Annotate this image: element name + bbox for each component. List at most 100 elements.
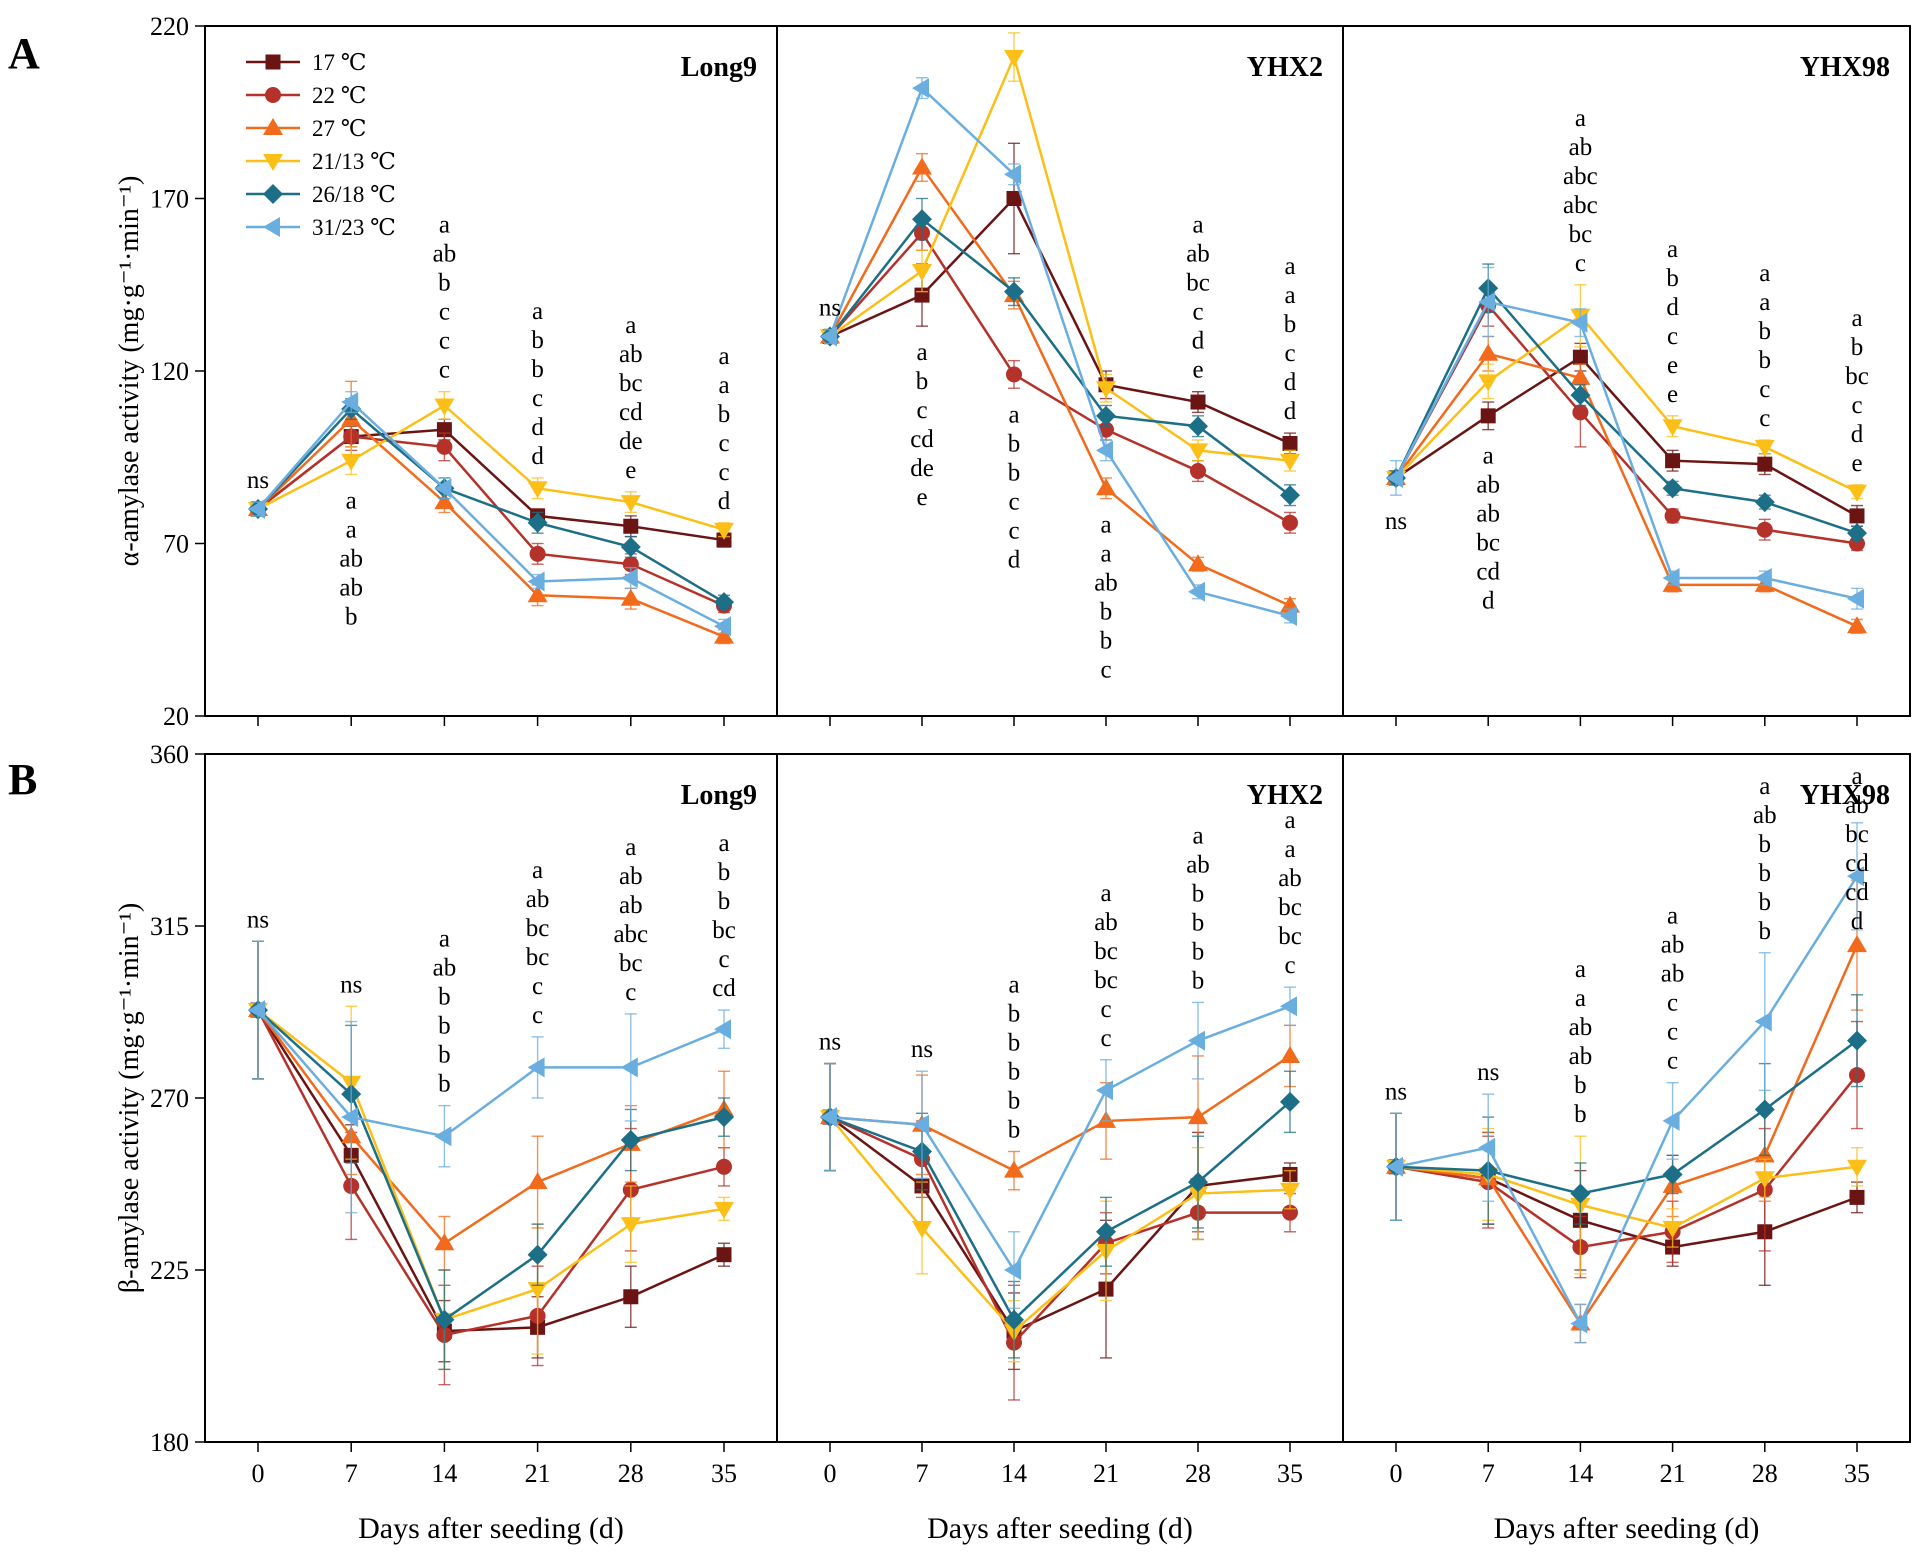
subplot-frame-b-1 — [776, 753, 1344, 1443]
significance-letter: b — [1759, 860, 1772, 887]
significance-letter: b — [1008, 1059, 1021, 1086]
data-point — [1280, 485, 1300, 506]
legend-marker — [265, 54, 281, 70]
significance-letter: ab — [619, 863, 643, 890]
data-point — [434, 478, 452, 499]
data-point — [714, 1201, 734, 1219]
significance-letter: a — [625, 834, 636, 861]
series-27- — [1386, 335, 1867, 634]
data-point — [1188, 416, 1208, 437]
significance-letter: c — [1851, 392, 1862, 419]
significance-letter: c — [1284, 952, 1295, 979]
significance-letter: c — [532, 385, 543, 412]
significance-letter: ns — [1385, 508, 1407, 535]
x-tick-label: 0 — [824, 1459, 837, 1488]
legend-marker — [263, 184, 283, 204]
data-point — [1004, 1160, 1024, 1178]
data-point — [1280, 605, 1297, 626]
data-point — [1662, 1220, 1683, 1238]
x-tick-label: 21 — [1093, 1459, 1119, 1488]
significance-letter: ab — [339, 575, 363, 602]
data-point — [1188, 1030, 1205, 1051]
data-point — [714, 616, 731, 637]
data-point — [1004, 1309, 1024, 1330]
subplot-frame-b-0 — [204, 753, 778, 1443]
series-line — [1395, 944, 1859, 1326]
data-point — [434, 492, 455, 510]
significance-letter: cd — [1845, 879, 1869, 906]
significance-letter: b — [718, 888, 731, 915]
y-tick-label: 120 — [150, 357, 189, 386]
data-point — [527, 481, 548, 499]
series-21-13- — [820, 32, 1300, 472]
significance-letter: abc — [1563, 163, 1598, 190]
significance-letter: bc — [1569, 221, 1593, 248]
data-point — [1665, 453, 1681, 469]
subplot-title: YHX2 — [1247, 52, 1323, 83]
data-point — [1096, 405, 1116, 426]
series-line — [829, 1115, 1290, 1345]
series-line — [1395, 1074, 1858, 1249]
data-point — [1847, 588, 1864, 609]
data-point — [1662, 419, 1683, 437]
data-point — [1754, 1171, 1775, 1189]
significance-letter: ab — [1569, 1014, 1593, 1041]
significance-letter: a — [439, 926, 450, 953]
y-axis-label: α-amylase activity (mg·g⁻¹·min⁻¹) — [114, 176, 145, 567]
significance-letter: c — [1100, 657, 1111, 684]
y-tick-label: 225 — [150, 1256, 189, 1285]
y-axis-label: β-amylase activity (mg·g⁻¹·min⁻¹) — [114, 903, 145, 1293]
data-point — [1570, 367, 1591, 385]
significance-letter: b — [1851, 334, 1864, 361]
significance-letter: b — [1100, 599, 1113, 626]
significance-letter: a — [916, 339, 927, 366]
data-point — [1847, 1030, 1867, 1051]
series-26-18- — [1386, 994, 1867, 1225]
x-tick-label: 28 — [1752, 1459, 1778, 1488]
significance-letter: ab — [619, 892, 643, 919]
significance-letter: bc — [1476, 530, 1500, 557]
significance-letter: cd — [619, 399, 643, 426]
significance-letter: e — [1667, 352, 1678, 379]
significance-letter: bc — [1278, 894, 1302, 921]
significance-letter: d — [1666, 294, 1679, 321]
data-point — [620, 536, 641, 557]
series-17- — [1388, 1112, 1865, 1286]
significance-group: ns — [1477, 1059, 1499, 1086]
significance-letter: b — [1759, 889, 1772, 916]
data-point — [1570, 385, 1591, 406]
data-point — [714, 1019, 731, 1040]
data-point — [1188, 443, 1208, 461]
significance-letter: d — [1284, 398, 1297, 425]
significance-letter: c — [532, 973, 543, 1000]
subplot-title: YHX98 — [1800, 780, 1890, 811]
series-22- — [250, 422, 732, 614]
legend-marker — [263, 154, 283, 171]
significance-letter: e — [1192, 357, 1203, 384]
series-22- — [822, 215, 1298, 534]
data-point — [1756, 521, 1773, 538]
data-point — [434, 1309, 455, 1330]
series-31-23- — [1386, 266, 1864, 610]
series-22- — [822, 1062, 1298, 1401]
x-axis-label: Days after seeding (d) — [927, 1512, 1193, 1545]
significance-letter: ab — [1661, 961, 1685, 988]
y-tick-label: 220 — [150, 12, 189, 41]
significance-letter: b — [1008, 430, 1021, 457]
significance-letter: e — [916, 484, 927, 511]
significance-letter: bc — [1094, 967, 1118, 994]
data-point — [1847, 484, 1867, 502]
data-point — [1006, 366, 1022, 383]
series-22- — [250, 940, 732, 1386]
data-point — [1480, 408, 1496, 424]
data-point — [529, 545, 546, 562]
data-point — [620, 1130, 641, 1151]
significance-letter: a — [1575, 105, 1586, 132]
data-point — [1478, 292, 1496, 312]
